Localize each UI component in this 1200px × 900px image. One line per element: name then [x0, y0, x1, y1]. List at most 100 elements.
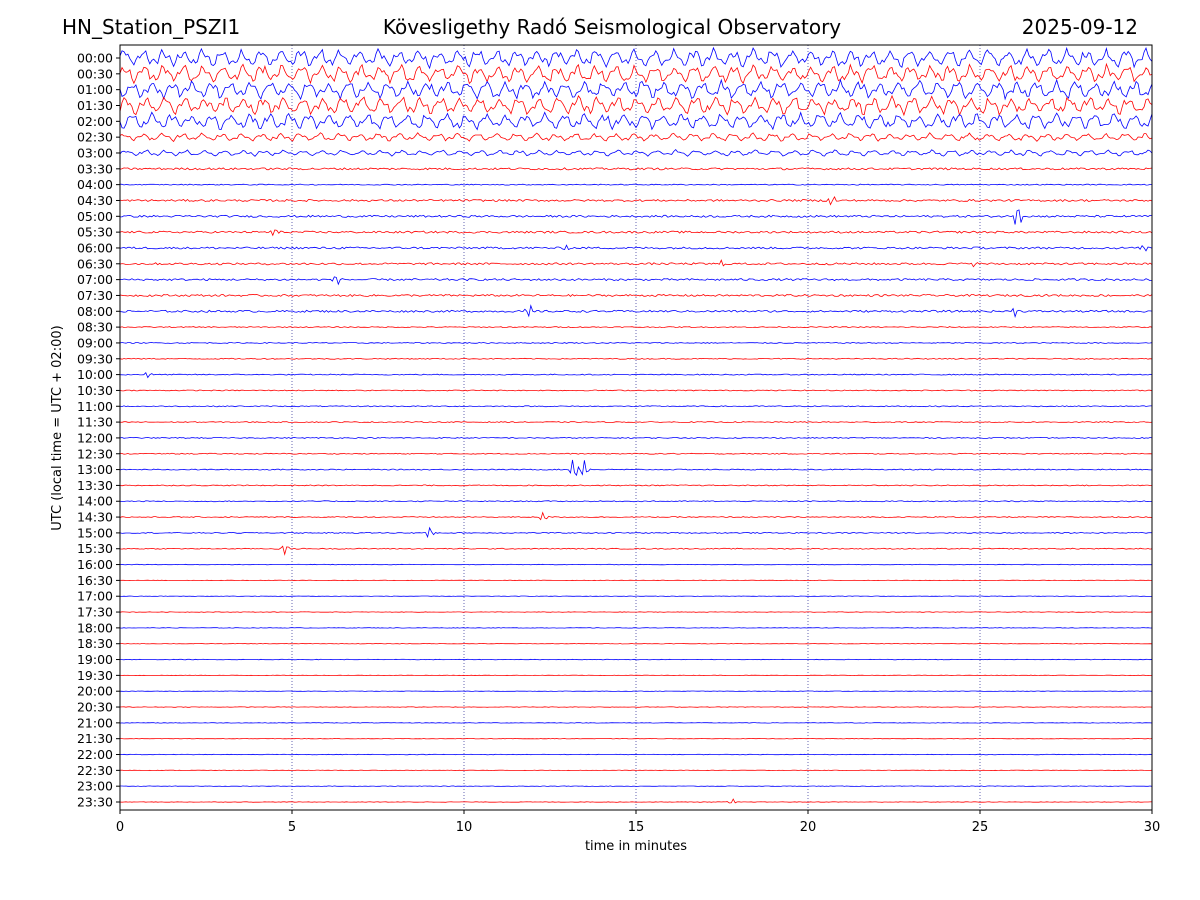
y-tick-label: 16:00 [77, 557, 113, 572]
y-tick-label: 05:30 [77, 225, 113, 240]
y-tick-label: 14:00 [77, 494, 113, 509]
x-axis-label: time in minutes [585, 839, 687, 854]
trace-0730 [119, 293, 1153, 297]
trace-0430 [119, 196, 1153, 206]
trace-0500 [120, 209, 1153, 225]
trace-1000 [119, 371, 1153, 379]
y-tick-label: 16:30 [77, 573, 113, 588]
trace-0230 [119, 132, 1153, 143]
trace-2030 [119, 706, 1153, 708]
trace-1900 [119, 658, 1153, 661]
y-tick-label: 23:30 [77, 795, 113, 810]
trace-1830 [120, 643, 1153, 645]
y-tick-label: 10:00 [77, 367, 113, 382]
trace-1730 [119, 611, 1153, 613]
y-tick-label: 00:00 [77, 51, 113, 66]
trace-0200 [119, 111, 1153, 131]
trace-1600 [119, 563, 1152, 566]
trace-2100 [119, 722, 1153, 724]
x-tick-label: 15 [628, 820, 645, 835]
station-name: HN_Station_PSZI1 [62, 15, 241, 39]
trace-1230 [119, 452, 1153, 455]
trace-0130 [119, 94, 1153, 117]
y-tick-label: 15:30 [77, 541, 113, 556]
trace-1100 [119, 405, 1152, 408]
y-tick-label: 03:00 [77, 145, 113, 160]
trace-1300 [119, 459, 1152, 477]
trace-0600 [119, 244, 1153, 252]
x-tick-label: 0 [116, 820, 124, 835]
y-tick-label: 13:30 [77, 478, 113, 493]
trace-2300 [120, 785, 1153, 787]
y-tick-label: 22:00 [77, 747, 113, 762]
y-tick-label: 09:00 [77, 335, 113, 350]
trace-1530 [119, 545, 1153, 556]
y-tick-label: 06:30 [77, 256, 113, 271]
y-tick-label: 20:30 [77, 700, 113, 715]
trace-1630 [119, 579, 1152, 582]
y-tick-label: 11:30 [77, 415, 113, 430]
y-tick-label: 18:00 [77, 620, 113, 635]
trace-0330 [119, 167, 1153, 171]
y-tick-label: 17:00 [77, 589, 113, 604]
trace-1030 [119, 389, 1153, 392]
y-tick-label: 03:30 [77, 161, 113, 176]
seismic-traces [119, 46, 1153, 804]
y-tick-label: 14:30 [77, 510, 113, 525]
x-axis-ticks: 0 5 10 15 20 25 30 [116, 810, 1160, 835]
trace-1130 [119, 421, 1153, 424]
trace-0800 [119, 304, 1153, 319]
y-tick-label: 02:30 [77, 130, 113, 145]
y-tick-label: 13:00 [77, 462, 113, 477]
y-tick-label: 20:00 [77, 684, 113, 699]
trace-2130 [120, 737, 1153, 740]
y-axis-label: UTC (local time = UTC + 02:00) [50, 325, 65, 530]
y-tick-label: 04:30 [77, 193, 113, 208]
trace-0700 [119, 276, 1152, 286]
y-tick-label: 19:00 [77, 652, 113, 667]
y-tick-label: 00:30 [77, 66, 113, 81]
trace-1800 [119, 627, 1152, 629]
y-tick-label: 22:30 [77, 763, 113, 778]
trace-1400 [119, 500, 1153, 503]
trace-0530 [119, 229, 1153, 237]
trace-0030 [119, 62, 1153, 85]
y-tick-label: 18:30 [77, 636, 113, 651]
grid-lines [291, 45, 981, 810]
y-tick-label: 19:30 [77, 668, 113, 683]
x-tick-label: 5 [288, 820, 296, 835]
trace-0630 [119, 259, 1153, 268]
trace-1700 [119, 595, 1152, 597]
trace-2200 [119, 753, 1153, 756]
trace-2230 [119, 769, 1153, 772]
x-tick-label: 30 [1144, 820, 1161, 835]
y-tick-label: 07:30 [77, 288, 113, 303]
y-tick-label: 05:00 [77, 209, 113, 224]
trace-1200 [119, 436, 1153, 439]
trace-0100 [119, 78, 1153, 101]
trace-1430 [119, 511, 1153, 521]
y-tick-label: 10:30 [77, 383, 113, 398]
trace-2330 [119, 798, 1153, 804]
y-tick-label: 06:00 [77, 240, 113, 255]
y-tick-label: 08:30 [77, 320, 113, 335]
chart-date: 2025-09-12 [1021, 15, 1138, 39]
y-tick-label: 15:00 [77, 525, 113, 540]
y-tick-label: 21:00 [77, 715, 113, 730]
y-tick-label: 02:00 [77, 114, 113, 129]
y-tick-label: 01:30 [77, 98, 113, 113]
trace-0930 [119, 357, 1153, 360]
x-tick-label: 10 [456, 820, 473, 835]
trace-0830 [119, 326, 1153, 329]
y-tick-label: 08:00 [77, 304, 113, 319]
y-tick-label: 21:30 [77, 731, 113, 746]
trace-1930 [119, 674, 1153, 677]
y-tick-label: 12:00 [77, 430, 113, 445]
trace-0400 [119, 183, 1153, 186]
y-tick-label: 23:00 [77, 779, 113, 794]
y-axis-ticks: 00:0000:3001:0001:3002:0002:3003:0003:30… [77, 51, 120, 810]
y-tick-label: 04:00 [77, 177, 113, 192]
trace-1500 [119, 526, 1153, 539]
y-tick-label: 09:30 [77, 351, 113, 366]
